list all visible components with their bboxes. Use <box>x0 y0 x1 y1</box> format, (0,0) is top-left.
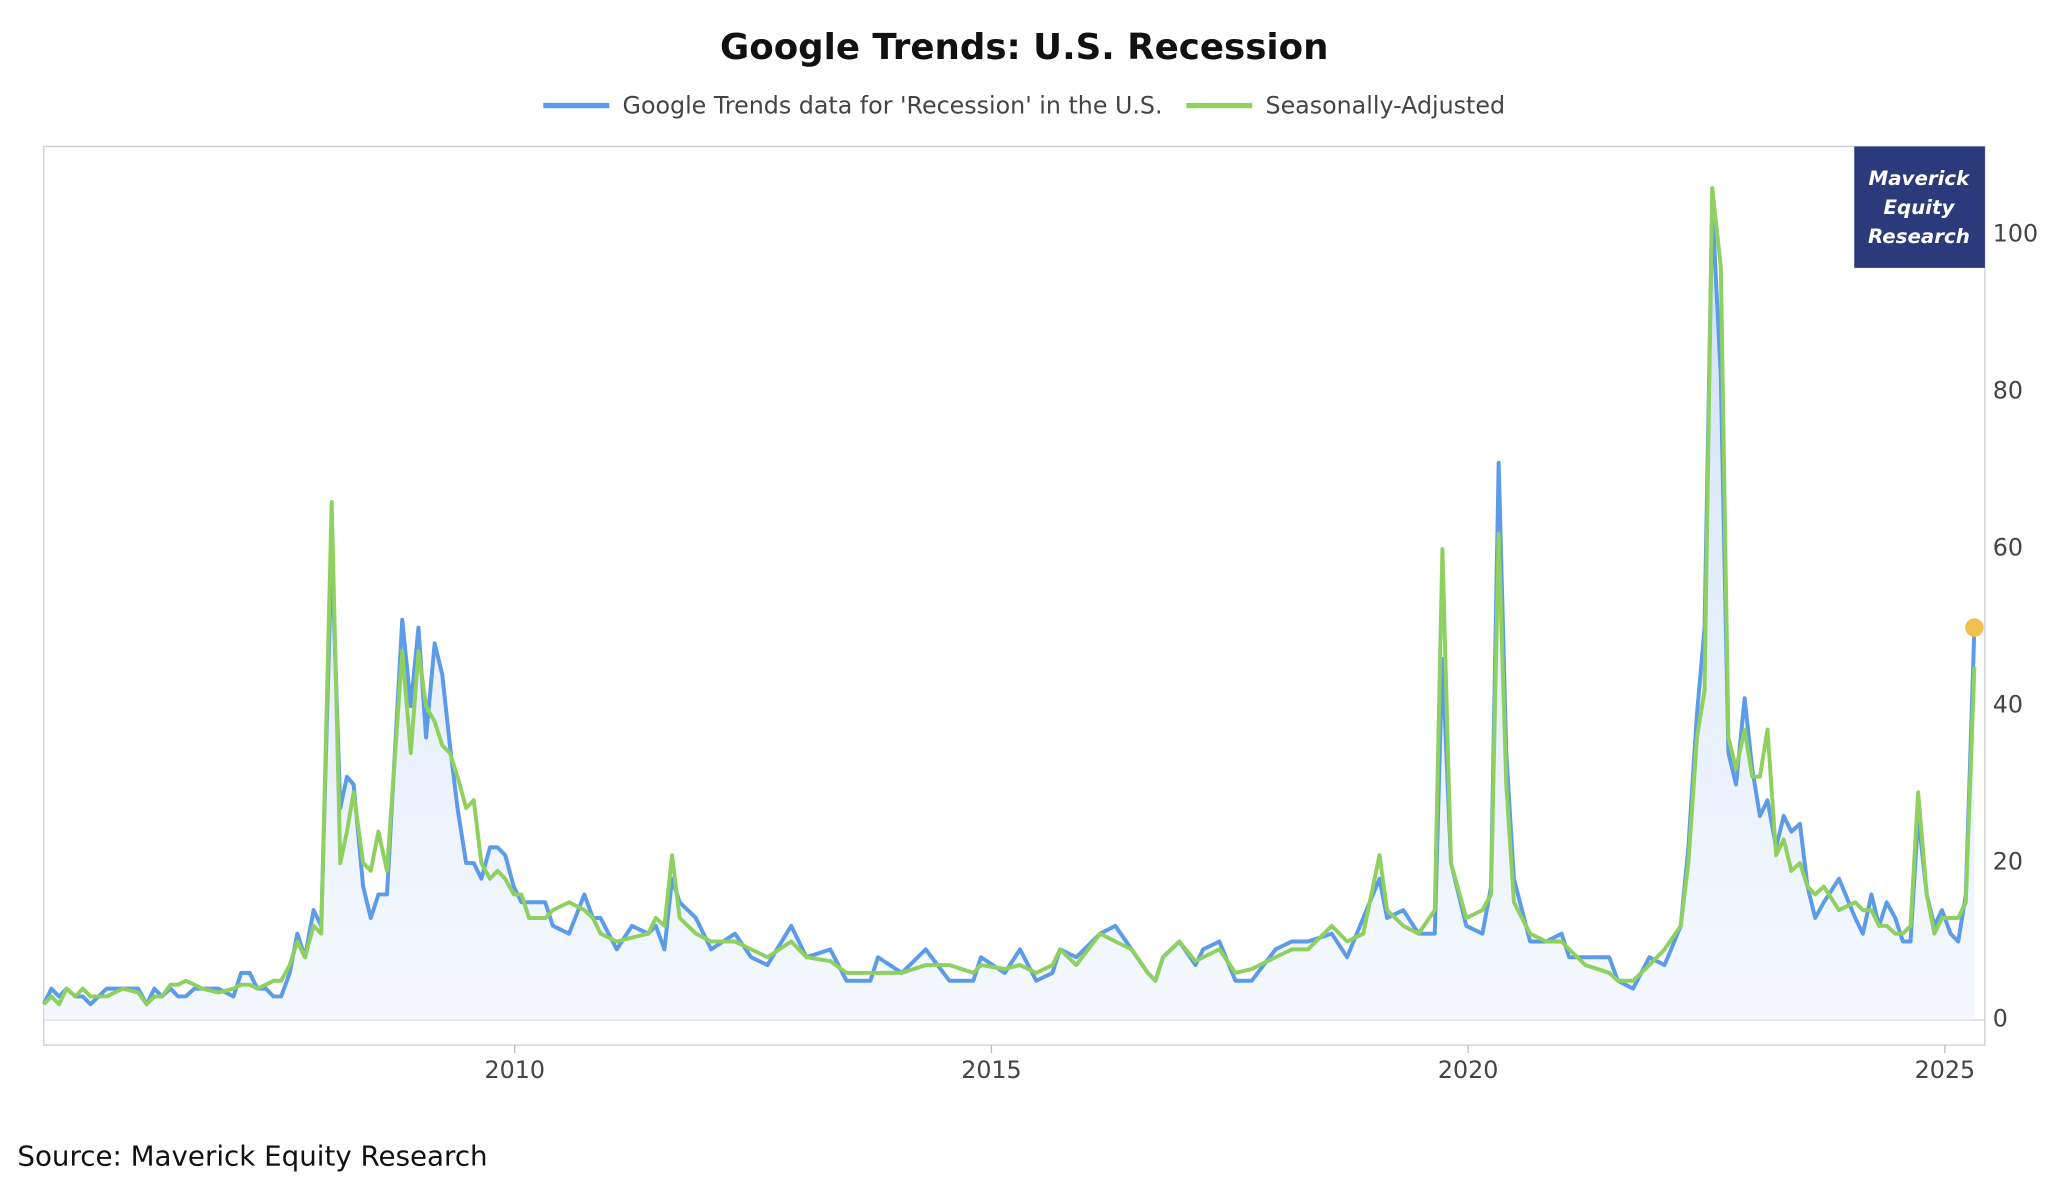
x-tick-label: 2010 <box>485 1056 545 1084</box>
x-tick-label: 2020 <box>1438 1056 1498 1084</box>
legend-item: Seasonally-Adjusted <box>1186 91 1505 119</box>
plot <box>41 186 1985 1021</box>
x-tick-label: 2025 <box>1915 1056 1975 1084</box>
badge-text: Research <box>1868 225 1970 248</box>
y-tick-label: 0 <box>1993 1005 2008 1033</box>
source: Source: Maverick Equity Research <box>17 1139 487 1172</box>
y-tick-label: 40 <box>1993 691 2023 719</box>
legend-label: Seasonally-Adjusted <box>1265 91 1505 119</box>
badge-text: Equity <box>1883 196 1955 219</box>
y-tick-label: 100 <box>1993 220 2038 248</box>
badge-text: Maverick <box>1869 167 1972 190</box>
y-tick-label: 60 <box>1993 534 2023 562</box>
plot-frame <box>43 145 1986 1046</box>
legend: Google Trends data for 'Recession' in th… <box>543 91 1505 119</box>
area <box>43 203 1975 1021</box>
badge <box>1854 146 1985 268</box>
x-tick-label: 2015 <box>961 1056 1021 1084</box>
series-line <box>42 186 1977 1007</box>
y-tick-label: 20 <box>1993 848 2023 876</box>
legend-label: Google Trends data for 'Recession' in th… <box>623 91 1163 119</box>
last-point <box>1965 618 1984 637</box>
chart-title: Google Trends: U.S. Recession <box>720 27 1328 68</box>
legend-item: Google Trends data for 'Recession' in th… <box>543 91 1163 119</box>
y-tick-label: 80 <box>1993 377 2023 405</box>
